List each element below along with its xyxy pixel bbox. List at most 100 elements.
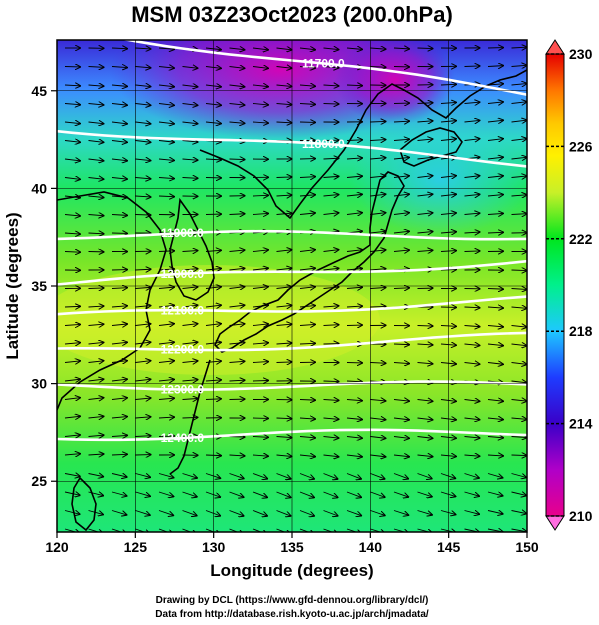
colorbar-tick-label: 214 bbox=[569, 416, 593, 432]
wind-vector bbox=[370, 250, 386, 252]
wind-vector bbox=[64, 252, 80, 253]
wind-vector bbox=[370, 288, 386, 289]
wind-vector bbox=[511, 195, 527, 196]
wind-vector bbox=[111, 141, 127, 143]
wind-vector bbox=[229, 122, 245, 123]
wind-vector bbox=[88, 474, 104, 477]
wind-vector bbox=[182, 104, 198, 106]
y-tick-label: 45 bbox=[31, 83, 47, 99]
wind-vector bbox=[276, 195, 292, 196]
contour-label: 11800.0 bbox=[302, 137, 345, 151]
x-tick-label: 125 bbox=[124, 539, 148, 555]
wind-vector bbox=[417, 232, 433, 233]
contour-label: 11900.0 bbox=[161, 226, 204, 240]
wind-vector bbox=[205, 510, 220, 516]
wind-vector bbox=[346, 381, 362, 382]
wind-vector bbox=[299, 491, 314, 497]
wind-vector bbox=[346, 48, 362, 49]
wind-vector bbox=[370, 418, 386, 420]
cool-region-north bbox=[350, 125, 527, 235]
y-tick-label: 30 bbox=[31, 376, 47, 392]
wind-vector bbox=[511, 437, 527, 438]
contour-label: 12200.0 bbox=[161, 343, 205, 357]
wind-vector bbox=[511, 511, 527, 514]
wind-vector bbox=[393, 437, 409, 439]
wind-vector bbox=[276, 287, 292, 289]
wind-vector bbox=[417, 344, 433, 345]
wind-vector bbox=[229, 104, 245, 106]
wind-vector bbox=[417, 473, 432, 479]
wind-vector bbox=[464, 455, 480, 456]
wind-vector bbox=[323, 473, 338, 479]
wind-vector bbox=[88, 288, 104, 289]
wind-vector bbox=[111, 398, 127, 400]
y-tick-label: 25 bbox=[31, 473, 47, 489]
wind-vector bbox=[182, 473, 197, 478]
wind-vector bbox=[64, 379, 80, 381]
wind-vector bbox=[487, 491, 503, 496]
wind-vector bbox=[299, 510, 314, 516]
wind-vector bbox=[299, 287, 315, 289]
wind-vector bbox=[111, 491, 126, 496]
wind-vector bbox=[417, 491, 432, 497]
wind-vector bbox=[487, 437, 503, 438]
wind-vector bbox=[158, 287, 174, 288]
wind-vector bbox=[135, 67, 151, 68]
wind-vector bbox=[229, 361, 245, 362]
wind-vector bbox=[487, 66, 503, 67]
wind-vector bbox=[252, 122, 268, 123]
wind-vector bbox=[111, 306, 127, 307]
wind-vector bbox=[511, 344, 527, 346]
wind-vector bbox=[252, 287, 268, 289]
wind-vector bbox=[205, 491, 220, 497]
x-tick-label: 135 bbox=[280, 539, 304, 555]
wind-vector bbox=[323, 67, 339, 68]
wind-vector bbox=[511, 492, 527, 495]
wind-vector bbox=[417, 326, 433, 327]
wind-vector bbox=[511, 84, 527, 85]
wind-vector bbox=[464, 418, 480, 420]
wind-vector bbox=[135, 324, 151, 326]
wind-vector bbox=[182, 361, 198, 363]
wind-vector bbox=[487, 307, 503, 308]
wind-vector bbox=[182, 380, 198, 381]
wind-vector bbox=[64, 85, 80, 86]
wind-vector bbox=[111, 48, 127, 49]
wind-vector bbox=[464, 473, 479, 478]
wind-vector bbox=[487, 473, 502, 478]
wind-vector bbox=[323, 250, 339, 252]
wind-vector bbox=[64, 416, 80, 418]
wind-vector bbox=[111, 435, 127, 436]
wind-vector bbox=[370, 67, 386, 68]
wind-vector bbox=[252, 67, 268, 69]
wind-vector bbox=[276, 491, 291, 497]
wind-vector bbox=[323, 85, 339, 86]
wind-vector bbox=[158, 104, 174, 106]
wind-vector bbox=[417, 437, 433, 439]
wind-vector bbox=[323, 400, 339, 401]
wind-vector bbox=[252, 48, 268, 50]
wind-vector bbox=[464, 66, 480, 67]
wind-vector bbox=[393, 121, 409, 122]
wind-vector bbox=[299, 306, 315, 307]
wind-vector bbox=[417, 48, 433, 49]
wind-vector bbox=[158, 398, 174, 399]
wind-vector bbox=[111, 454, 127, 455]
wind-vector bbox=[511, 214, 527, 215]
wind-vector bbox=[511, 270, 527, 271]
wind-vector bbox=[370, 231, 386, 233]
wind-vector bbox=[229, 268, 245, 270]
wind-vector bbox=[370, 48, 386, 49]
wind-vector bbox=[276, 104, 292, 105]
wind-vector bbox=[88, 528, 103, 532]
wind-vector bbox=[276, 473, 291, 479]
wind-vector bbox=[158, 510, 173, 516]
coastlines bbox=[57, 69, 527, 532]
wind-vector bbox=[64, 511, 80, 515]
wind-vector bbox=[511, 473, 526, 478]
wind-vector bbox=[111, 379, 127, 381]
wind-vector bbox=[487, 213, 503, 214]
wind-vector bbox=[370, 363, 386, 364]
wind-vector bbox=[299, 177, 315, 178]
wind-vector bbox=[370, 510, 385, 516]
